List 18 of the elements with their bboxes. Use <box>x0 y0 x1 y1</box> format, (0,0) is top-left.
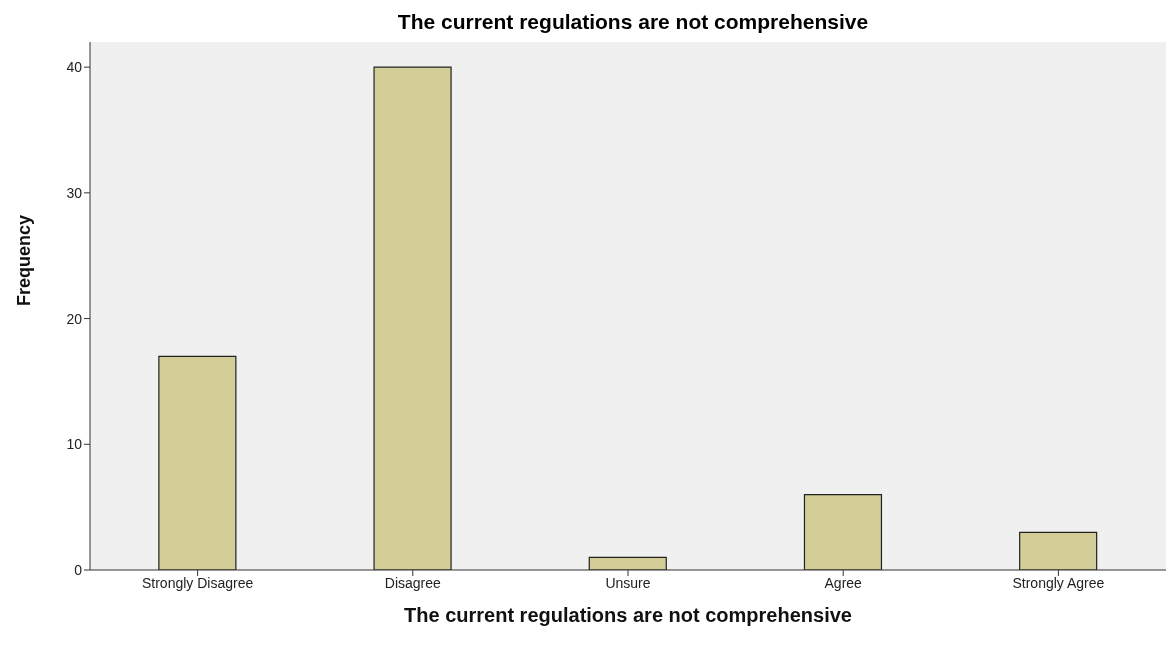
bar <box>803 493 883 570</box>
x-tick-label: Disagree <box>384 574 442 591</box>
y-tick-label: 40 <box>66 59 83 76</box>
y-axis-title: Frequency <box>14 214 35 306</box>
bar <box>1019 531 1098 570</box>
x-axis-title: The current regulations are not comprehensive <box>404 604 852 626</box>
bar <box>158 355 237 570</box>
y-tick-label: 20 <box>66 310 83 327</box>
bar <box>373 66 452 570</box>
x-tick-label: Strongly Disagree <box>141 574 254 591</box>
x-tick-label: Strongly Agree <box>1012 574 1105 591</box>
bar <box>588 556 667 570</box>
y-tick-label: 10 <box>66 436 83 453</box>
chart-title: The current regulations are not comprehensive <box>396 9 870 35</box>
y-tick-label: 0 <box>74 561 83 578</box>
x-tick-label: Agree <box>824 574 863 591</box>
x-tick-label: Unsure <box>605 574 651 591</box>
y-tick-label: 30 <box>66 184 83 201</box>
